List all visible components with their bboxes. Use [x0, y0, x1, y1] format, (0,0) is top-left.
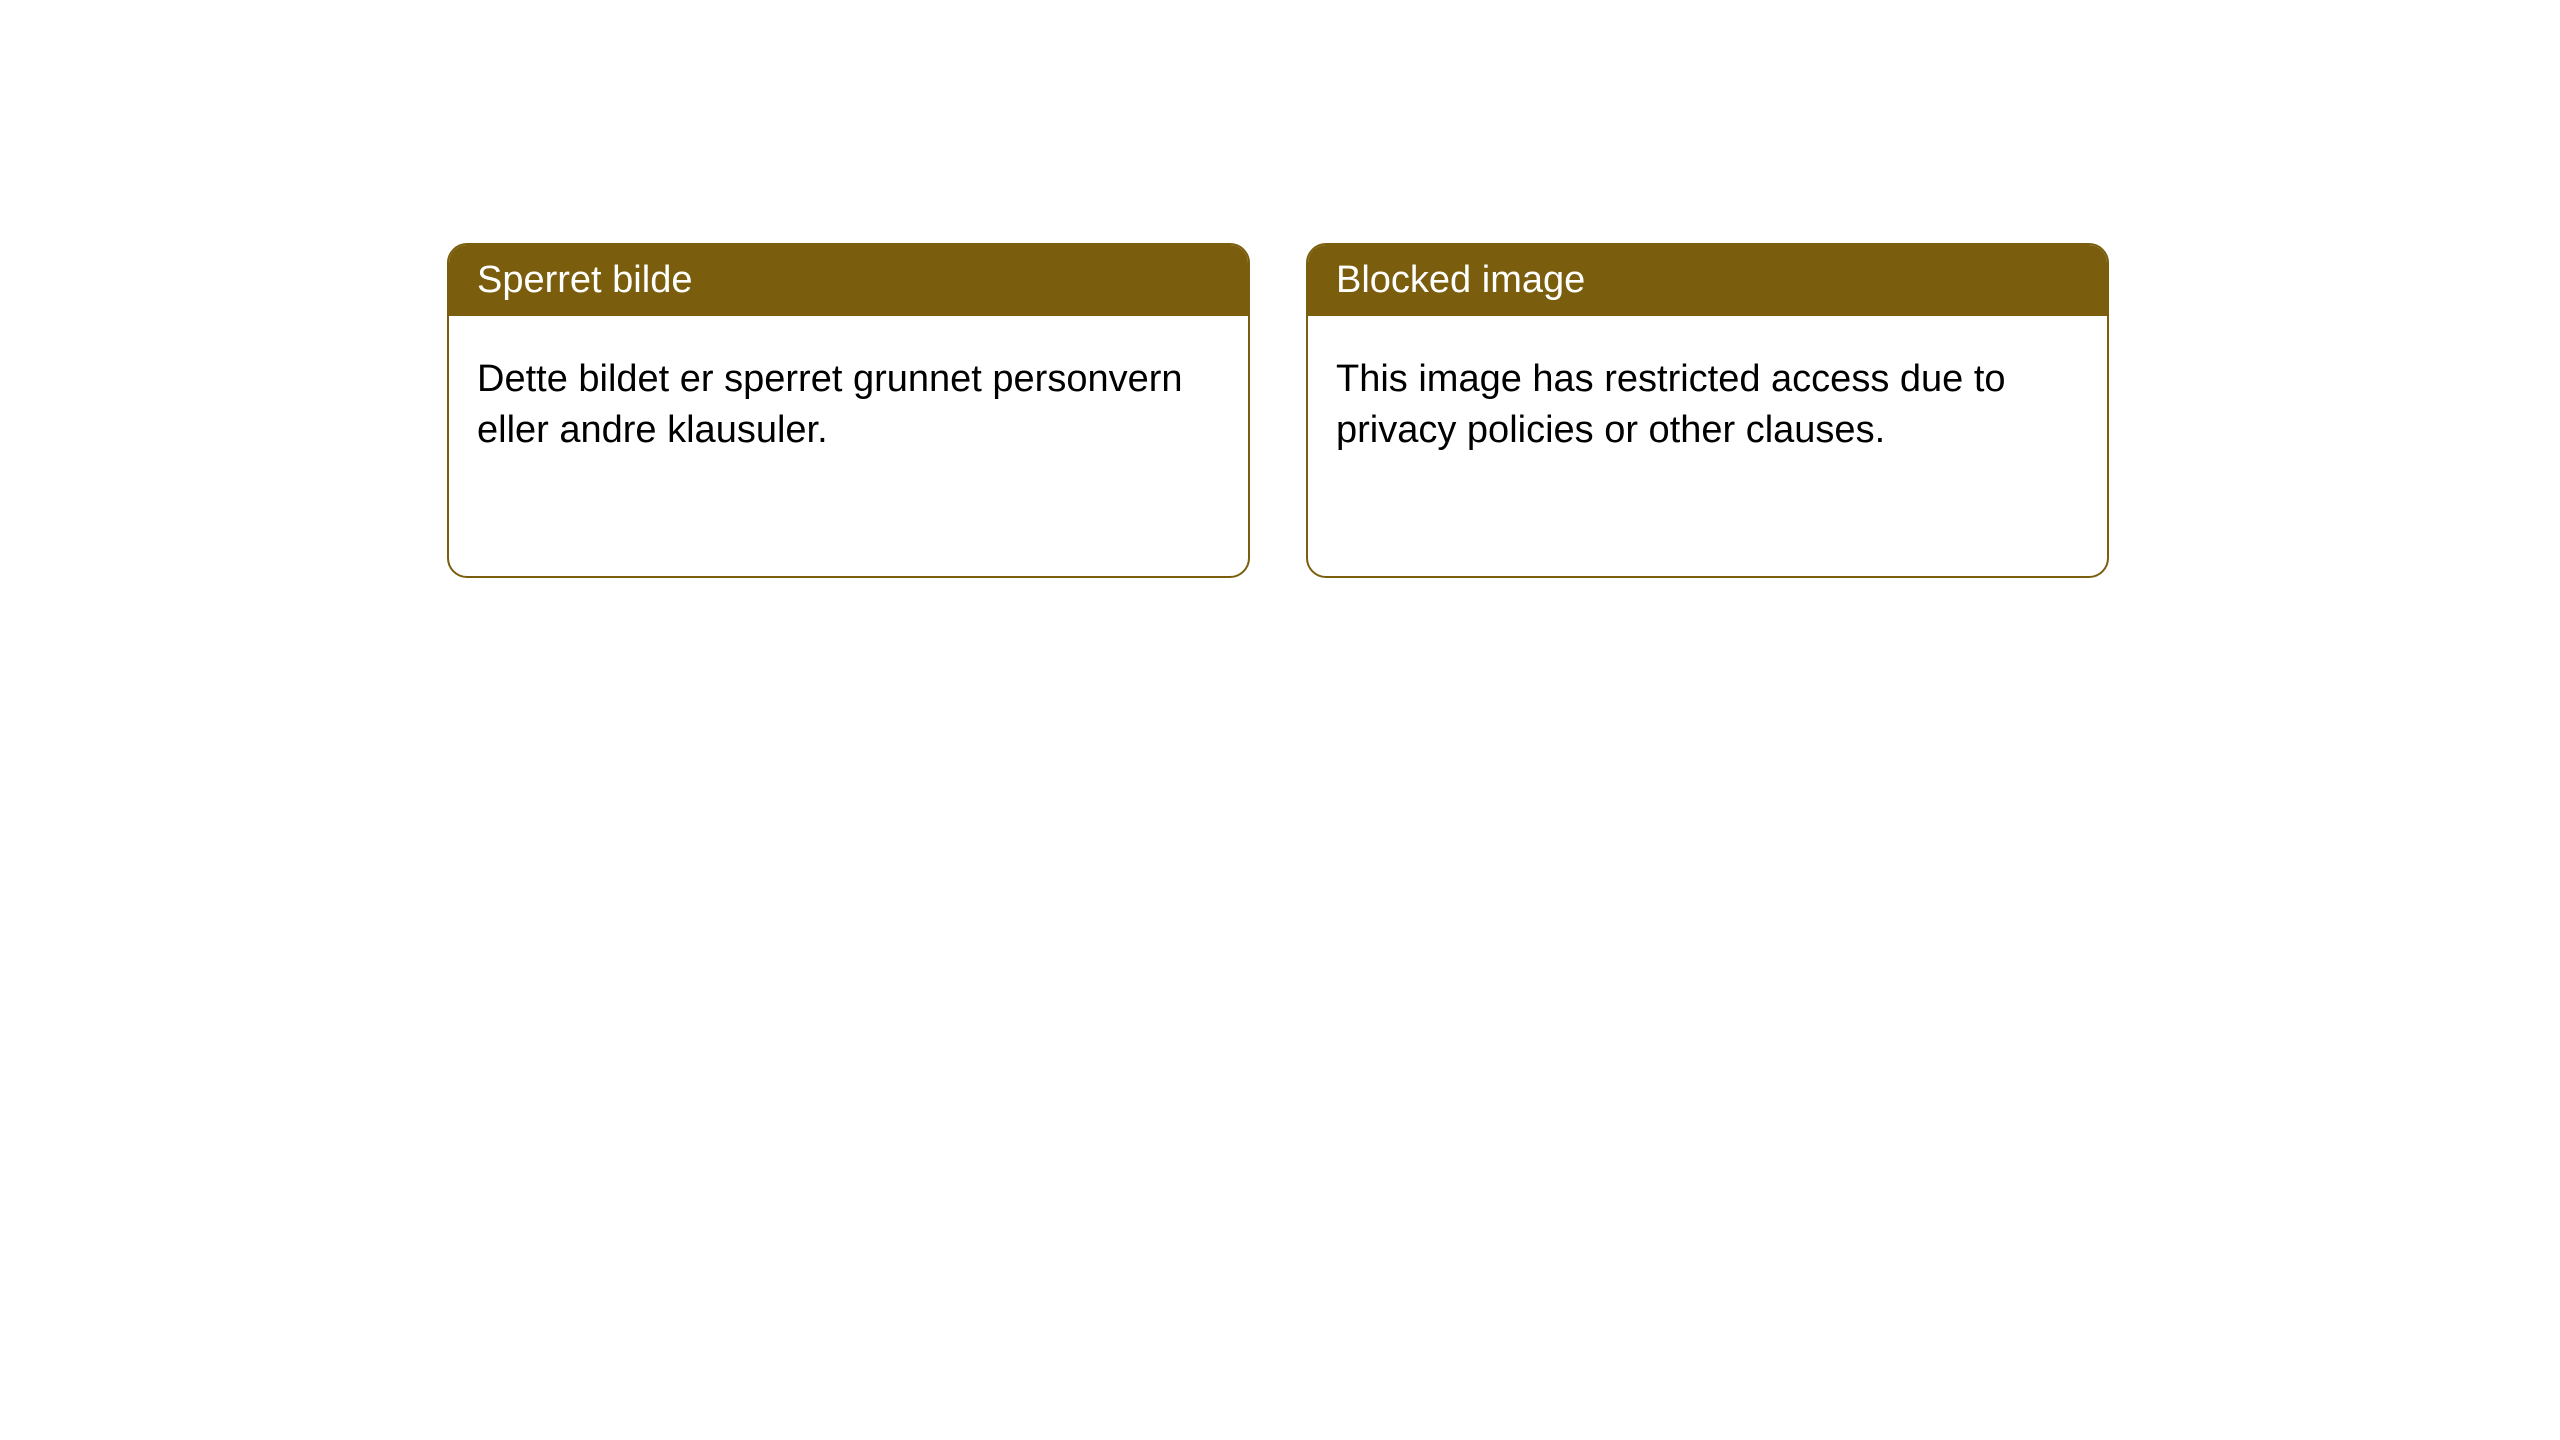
notice-container: Sperret bilde Dette bildet er sperret gr… — [447, 243, 2109, 578]
notice-card-norwegian: Sperret bilde Dette bildet er sperret gr… — [447, 243, 1250, 578]
notice-body-norwegian: Dette bildet er sperret grunnet personve… — [449, 316, 1248, 495]
notice-card-english: Blocked image This image has restricted … — [1306, 243, 2109, 578]
notice-header-english: Blocked image — [1308, 245, 2107, 316]
notice-header-norwegian: Sperret bilde — [449, 245, 1248, 316]
notice-body-english: This image has restricted access due to … — [1308, 316, 2107, 495]
